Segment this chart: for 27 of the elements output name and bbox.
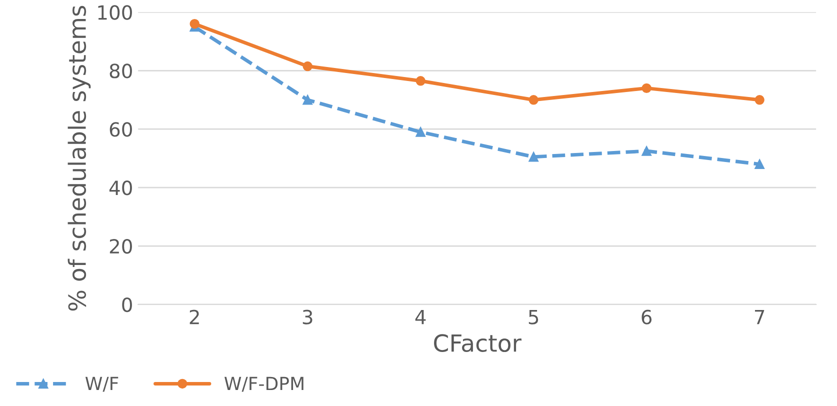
- point: [754, 95, 764, 105]
- legend-label: W/F: [85, 376, 118, 392]
- point: [190, 19, 200, 29]
- point: [528, 95, 538, 105]
- point: [528, 152, 538, 162]
- point: [302, 95, 312, 105]
- point: [642, 146, 652, 156]
- x-tick-label: 7: [754, 310, 764, 324]
- y-tick-label: 20: [110, 238, 132, 254]
- point: [642, 83, 652, 94]
- point: [302, 61, 312, 72]
- x-tick-label: 4: [415, 310, 426, 324]
- y-tick-label: 0: [122, 297, 132, 312]
- y-tick-label: 80: [110, 64, 132, 78]
- legend-label: W/F-DPM: [224, 376, 304, 392]
- point: [416, 76, 426, 86]
- y-tick-label: 40: [109, 180, 132, 196]
- x-tick-label: 3: [302, 310, 312, 324]
- point: [416, 127, 426, 137]
- x-tick-label: 2: [190, 310, 199, 324]
- x-tick-label: 5: [528, 310, 538, 324]
- x-axis-title: CFactor: [434, 334, 522, 352]
- y-tick-label: 60: [110, 122, 132, 137]
- x-tick-label: 6: [642, 310, 652, 324]
- y-axis-title: % of schedulable systems: [68, 6, 91, 311]
- y-tick-label: 100: [98, 5, 132, 20]
- point: [754, 159, 764, 170]
